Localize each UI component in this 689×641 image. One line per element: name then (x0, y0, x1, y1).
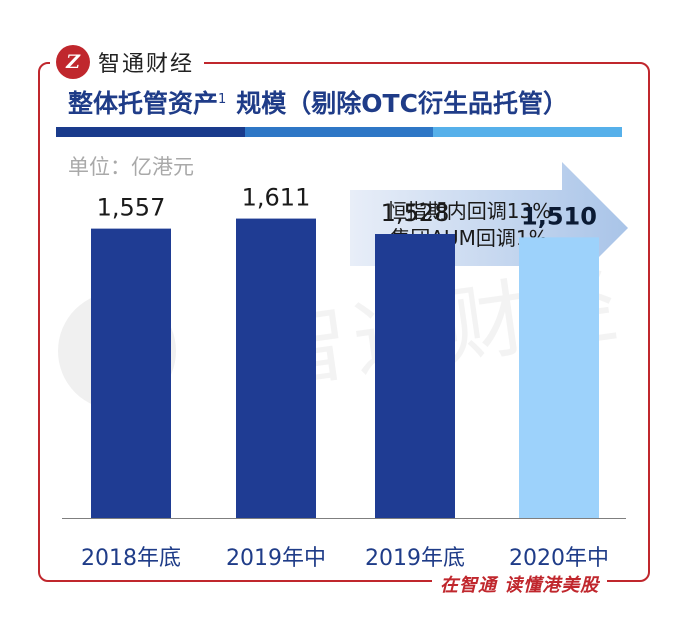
x-tick-label: 2019年底 (365, 546, 465, 571)
title-footnote-mark: 1 (218, 91, 227, 107)
x-tick-label: 2020年中 (509, 546, 609, 571)
footer-slogan: 在智通 读懂港美股 (432, 571, 608, 597)
title-bar-segment-2 (244, 127, 434, 137)
unit-label: 单位：亿港元 (68, 155, 194, 179)
x-tick-label: 2019年中 (226, 546, 326, 571)
bar-value-label: 1,557 (97, 194, 166, 222)
title-main: 整体托管资产 (68, 89, 219, 118)
bar-2019年底 (375, 234, 455, 518)
bar-value-label: 1,611 (242, 184, 311, 212)
bar-value-label: 1,528 (381, 199, 450, 227)
brand-logo-icon: Z (56, 45, 90, 79)
bar-2019年中 (236, 218, 316, 518)
brand-name: 智通财经 (98, 52, 195, 77)
brand-header: Z 智通财经 (50, 43, 205, 81)
bar-2020年中 (519, 237, 599, 519)
title-bar-segment-1 (56, 127, 245, 137)
chart-title: 整体托管资产1 规模（剔除OTC衍生品托管） (68, 84, 568, 120)
chart-frame (38, 62, 650, 582)
x-tick-label: 2018年底 (81, 546, 181, 571)
title-underline-bar (56, 127, 623, 137)
annotation-line-1: 恒指期内回调13% (386, 199, 552, 223)
bar-2018年底 (91, 228, 171, 519)
bar-value-label: 1,510 (521, 202, 597, 230)
title-suffix: 规模（剔除OTC衍生品托管） (236, 89, 568, 118)
title-bar-segment-3 (433, 127, 623, 137)
